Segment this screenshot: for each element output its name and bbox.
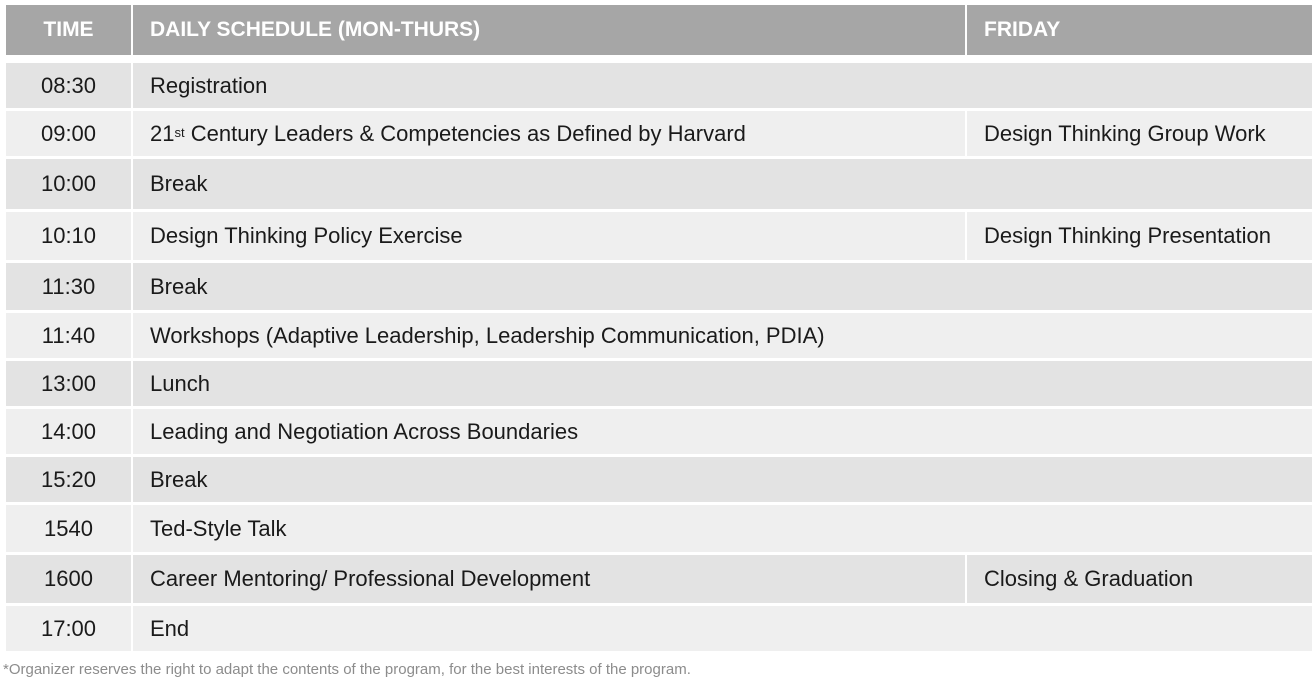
- row-friday: Design Thinking Group Work: [967, 111, 1312, 159]
- footnote: *Organizer reserves the right to adapt t…: [3, 661, 691, 678]
- activity-text: Century Leaders & Competencies as Define…: [184, 120, 746, 146]
- row-time: 11:40: [6, 313, 131, 361]
- row-time: 10:00: [6, 159, 131, 212]
- row-activity: Break: [133, 263, 1312, 313]
- row-time: 10:10: [6, 212, 131, 263]
- activity-ordinal: 21: [150, 120, 175, 146]
- row-activity: Registration: [133, 63, 1312, 111]
- row-activity: Design Thinking Policy Exercise: [133, 212, 965, 263]
- row-time: 13:00: [6, 361, 131, 409]
- row-activity: Career Mentoring/ Professional Developme…: [133, 555, 965, 606]
- header-daily-schedule: DAILY SCHEDULE (MON-THURS): [133, 5, 965, 55]
- row-friday: Closing & Graduation: [967, 555, 1312, 606]
- row-time: 1600: [6, 555, 131, 606]
- row-activity: Break: [133, 159, 1312, 212]
- row-activity: Workshops (Adaptive Leadership, Leadersh…: [133, 313, 1312, 361]
- row-activity: Ted-Style Talk: [133, 505, 1312, 555]
- row-activity: End: [133, 606, 1312, 654]
- header-separator: [6, 55, 1312, 63]
- row-activity: Lunch: [133, 361, 1312, 409]
- row-friday: Design Thinking Presentation: [967, 212, 1312, 263]
- header-friday: FRIDAY: [967, 5, 1312, 55]
- row-time: 17:00: [6, 606, 131, 654]
- row-time: 15:20: [6, 457, 131, 505]
- row-activity: Leading and Negotiation Across Boundarie…: [133, 409, 1312, 457]
- header-time: TIME: [6, 5, 131, 55]
- row-activity: Break: [133, 457, 1312, 505]
- schedule-table: TIME DAILY SCHEDULE (MON-THURS) FRIDAY 0…: [6, 5, 1312, 654]
- row-time: 14:00: [6, 409, 131, 457]
- row-time: 11:30: [6, 263, 131, 313]
- row-time: 08:30: [6, 63, 131, 111]
- row-time: 1540: [6, 505, 131, 555]
- row-time: 09:00: [6, 111, 131, 159]
